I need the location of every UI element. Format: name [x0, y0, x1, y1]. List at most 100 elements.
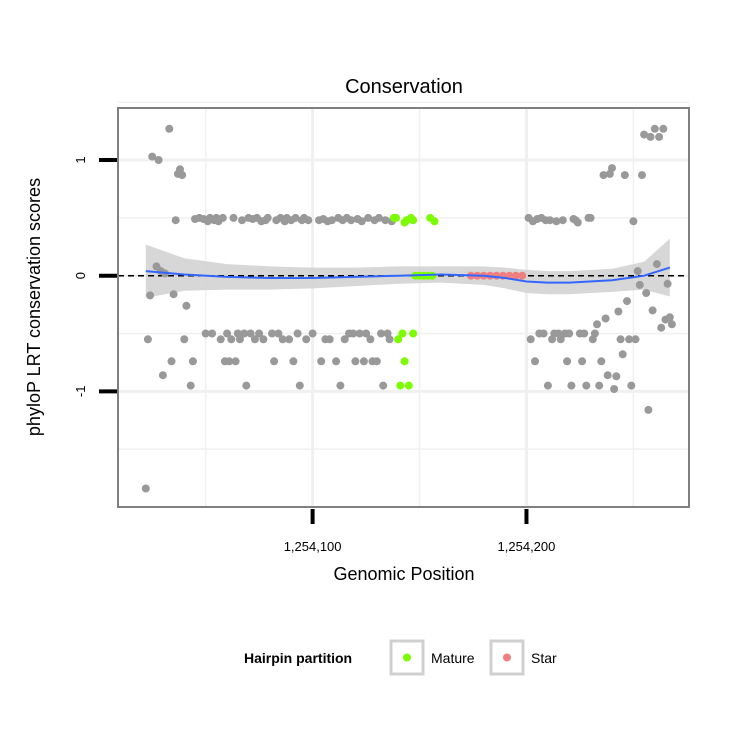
data-point-other [603, 371, 612, 380]
data-point-other [558, 216, 567, 225]
data-point-other [599, 171, 608, 180]
data-point-mature [409, 329, 418, 338]
data-point-mature [394, 335, 403, 344]
data-point-other [143, 335, 152, 344]
data-point-other [317, 357, 326, 366]
data-point-other [539, 329, 548, 338]
data-point-other [268, 329, 276, 338]
data-point-other [590, 329, 599, 338]
data-point-other [601, 314, 610, 323]
data-point-other [231, 357, 240, 366]
data-point-other [336, 381, 345, 390]
data-point-other [141, 484, 150, 493]
data-point-other [614, 307, 623, 316]
data-point-other [531, 357, 539, 366]
data-point-other [201, 329, 210, 338]
data-point-other [652, 260, 661, 269]
data-point-other [208, 329, 217, 338]
data-point-other [340, 335, 349, 344]
data-point-other [364, 213, 373, 222]
axis-layer: 1,254,100 1,254,200 1 0 -1 [73, 156, 555, 554]
legend-label-mature: Mature [431, 650, 475, 666]
data-point-star [518, 271, 527, 280]
y-tick-label: -1 [73, 386, 88, 398]
data-point-other [563, 357, 572, 366]
data-point-other [635, 280, 644, 289]
data-point-other [229, 213, 238, 222]
data-point-other [597, 357, 606, 366]
data-point-other [216, 335, 225, 344]
data-point-other [627, 381, 636, 390]
data-point-other [586, 213, 595, 222]
data-point-other [638, 171, 646, 180]
y-axis-label: phyloP LRT conservation scores [24, 178, 44, 436]
data-point-other [146, 291, 155, 300]
data-point-other [665, 313, 674, 322]
data-point-other [304, 216, 313, 225]
data-point-other [567, 381, 576, 390]
data-point-other [186, 381, 195, 390]
data-point-other [238, 216, 246, 225]
data-point-other [285, 335, 294, 344]
data-point-other [325, 335, 334, 344]
data-point-other [595, 381, 604, 390]
data-point-other [235, 335, 244, 344]
data-point-other [543, 381, 552, 390]
data-point-other [372, 357, 381, 366]
data-point-other [618, 350, 627, 359]
data-point-other [526, 335, 535, 344]
data-point-other [593, 320, 601, 329]
data-point-other [546, 216, 554, 225]
data-point-other [167, 357, 176, 366]
data-point-other [556, 335, 565, 344]
data-point-other [302, 335, 311, 344]
data-point-other [646, 132, 655, 141]
data-point-other [616, 335, 625, 344]
data-point-other [293, 329, 302, 338]
y-tick-label: 1 [73, 156, 88, 163]
data-point-other [332, 357, 341, 366]
data-point-other [180, 335, 189, 344]
legend-title: Hairpin partition [244, 650, 352, 666]
data-point-other [659, 124, 668, 133]
data-point-other [612, 372, 621, 381]
smooth-trend-line [145, 266, 671, 284]
data-point-other [171, 216, 180, 225]
data-point-other [633, 267, 642, 276]
data-point-other [169, 290, 178, 299]
chart-title: Conservation [345, 76, 463, 98]
legend-swatch-star [503, 653, 511, 662]
points-layer [141, 124, 676, 493]
legend: Hairpin partition Mature Star [244, 639, 557, 676]
data-point-other [644, 405, 653, 414]
data-point-other [385, 335, 394, 344]
data-point-other [573, 218, 582, 227]
data-point-other [225, 357, 234, 366]
data-point-mature [400, 357, 409, 366]
data-point-other [381, 216, 390, 225]
data-point-other [580, 329, 589, 338]
data-point-other [379, 381, 388, 390]
data-point-other [347, 216, 356, 225]
data-point-other [327, 216, 336, 225]
data-point-other [377, 329, 385, 338]
data-point-star [511, 271, 520, 280]
data-point-other [218, 213, 227, 222]
data-point-other [278, 335, 287, 344]
data-point-other [295, 381, 304, 390]
data-point-other [289, 357, 298, 366]
data-point-other [640, 130, 649, 139]
x-axis-label: Genomic Position [333, 564, 474, 584]
data-point-other [351, 357, 360, 366]
x-tick-label: 1,254,200 [498, 539, 556, 554]
data-point-other [582, 381, 591, 390]
data-point-other [625, 335, 634, 344]
data-point-other [178, 171, 187, 180]
panel-border [117, 107, 690, 508]
data-point-other [291, 213, 300, 222]
data-point-other [608, 164, 616, 173]
data-point-mature [396, 381, 405, 390]
